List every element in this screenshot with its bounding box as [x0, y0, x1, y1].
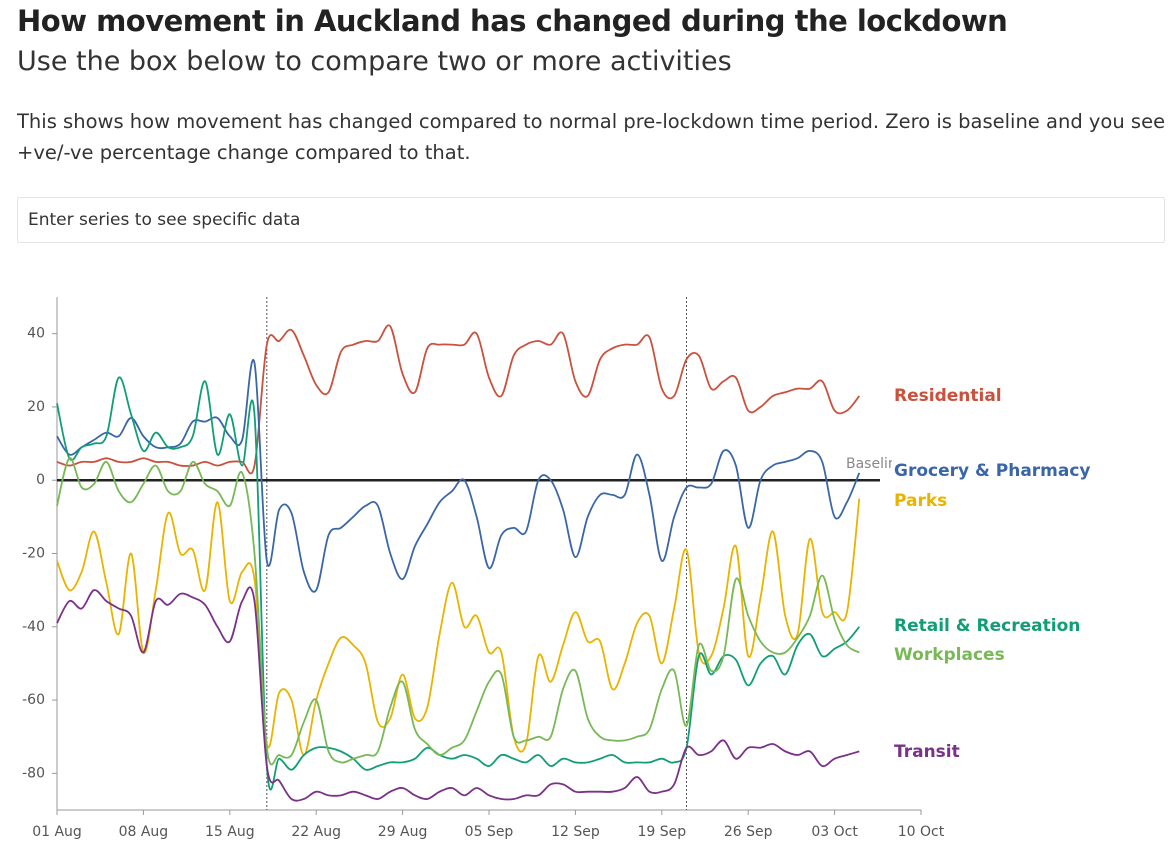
series-line: [56, 376, 860, 791]
search-input[interactable]: Enter series to see specific data: [17, 197, 1165, 243]
baseline-label: Baseline: [846, 456, 905, 472]
x-tick-label: 03 Oct: [811, 824, 858, 840]
series-line: [56, 586, 860, 802]
x-tick-label: 26 Sep: [724, 824, 773, 840]
series-line: [56, 498, 861, 756]
series-line: [56, 324, 860, 475]
y-tick-label: -80: [22, 765, 45, 781]
series-label: Parks: [894, 491, 947, 511]
x-tick-label: 10 Oct: [898, 824, 945, 840]
series-label: Grocery & Pharmacy: [894, 461, 1091, 481]
y-tick-label: -40: [22, 619, 45, 635]
series-label: Retail & Recreation: [894, 616, 1080, 636]
y-tick-label: -60: [22, 692, 45, 708]
series-line: [56, 457, 860, 766]
label-bg: [892, 644, 1087, 666]
x-tick-label: 22 Aug: [291, 824, 341, 840]
label-bg: [892, 460, 1087, 482]
series-line: [56, 359, 861, 593]
label-bg: [892, 615, 1087, 637]
x-tick-label: 05 Sep: [465, 824, 514, 840]
series-label: Workplaces: [894, 645, 1005, 665]
label-bg: [892, 385, 1087, 407]
description: This shows how movement has changed comp…: [17, 110, 1166, 164]
y-tick-label: 40: [27, 326, 45, 342]
y-tick-label: -20: [22, 546, 45, 562]
x-tick-label: 12 Sep: [551, 824, 600, 840]
x-tick-label: 29 Aug: [378, 824, 428, 840]
title: How movement in Auckland has changed dur…: [17, 4, 1008, 38]
y-tick-label: 0: [36, 472, 45, 488]
y-tick-label: 20: [27, 399, 45, 415]
series-label: Residential: [894, 386, 1002, 406]
series-label: Transit: [894, 742, 960, 762]
x-tick-label: 15 Aug: [205, 824, 255, 840]
label-bg: [892, 741, 1087, 763]
x-tick-label: 01 Aug: [32, 824, 82, 840]
label-bg: [892, 490, 1087, 512]
subtitle: Use the box below to compare two or more…: [17, 46, 732, 77]
x-tick-label: 08 Aug: [119, 824, 169, 840]
x-tick-label: 19 Sep: [637, 824, 686, 840]
